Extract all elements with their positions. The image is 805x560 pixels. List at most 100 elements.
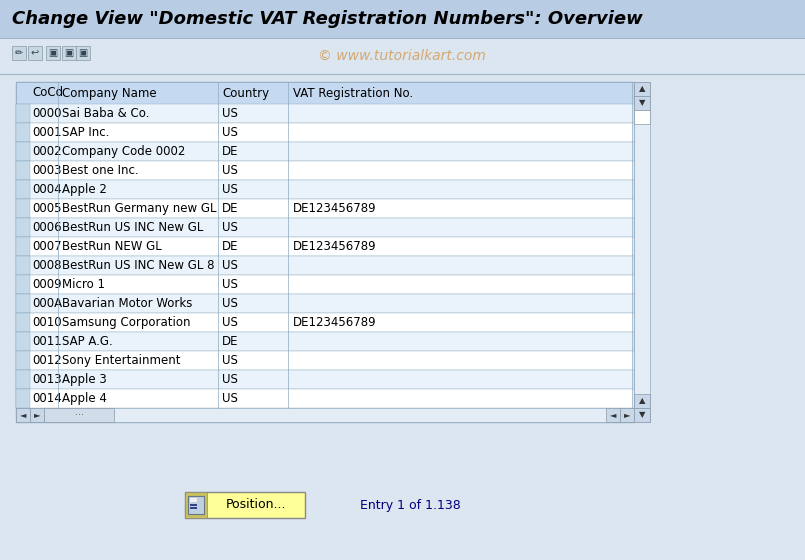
Text: 0008: 0008 [32, 259, 61, 272]
Text: DE123456789: DE123456789 [293, 316, 377, 329]
Bar [16, 237, 634, 256]
Bar [16, 389, 634, 408]
Text: Position...: Position... [225, 498, 287, 511]
Text: BestRun US INC New GL: BestRun US INC New GL [62, 221, 204, 234]
Bar [16, 161, 634, 180]
Bar [16, 370, 30, 389]
Text: VAT Registration No.: VAT Registration No. [293, 86, 413, 100]
Bar [0, 38, 805, 74]
Text: ►: ► [624, 410, 630, 419]
Text: 0014: 0014 [32, 392, 62, 405]
Bar [0, 0, 805, 38]
Text: 000A: 000A [32, 297, 62, 310]
Text: ◄: ◄ [609, 410, 617, 419]
Bar [16, 351, 30, 370]
Text: 0010: 0010 [32, 316, 62, 329]
Text: ▲: ▲ [638, 396, 646, 405]
Bar [16, 275, 30, 294]
Bar [16, 82, 634, 104]
Text: ✏: ✏ [15, 48, 23, 58]
Bar [62, 46, 76, 60]
Text: 0012: 0012 [32, 354, 62, 367]
Text: Samsung Corporation: Samsung Corporation [62, 316, 191, 329]
Text: ▲: ▲ [638, 85, 646, 94]
Bar [634, 110, 650, 124]
Bar [16, 256, 30, 275]
Text: © www.tutorialkart.com: © www.tutorialkart.com [318, 49, 486, 63]
Text: 0004: 0004 [32, 183, 62, 196]
Bar [44, 408, 114, 422]
Text: 0002: 0002 [32, 145, 62, 158]
Text: ►: ► [34, 410, 40, 419]
Text: Apple 2: Apple 2 [62, 183, 107, 196]
Bar [76, 46, 90, 60]
Text: Entry 1 of 1.138: Entry 1 of 1.138 [360, 498, 460, 511]
Text: Sony Entertainment: Sony Entertainment [62, 354, 180, 367]
Text: BestRun Germany new GL: BestRun Germany new GL [62, 202, 217, 215]
Bar [16, 123, 30, 142]
Bar [641, 92, 646, 97]
Text: SAP Inc.: SAP Inc. [62, 126, 109, 139]
Text: US: US [222, 316, 237, 329]
Bar [16, 123, 634, 142]
Text: US: US [222, 392, 237, 405]
Bar [46, 46, 60, 60]
Text: Apple 4: Apple 4 [62, 392, 107, 405]
Bar [12, 46, 26, 60]
Text: US: US [222, 354, 237, 367]
Bar [16, 82, 634, 422]
Bar [16, 294, 30, 313]
Text: US: US [222, 183, 237, 196]
Bar [16, 180, 30, 199]
Text: US: US [222, 278, 237, 291]
Bar [634, 394, 650, 408]
Bar [188, 496, 204, 514]
Bar [620, 408, 634, 422]
Bar [634, 82, 650, 96]
Bar [16, 408, 30, 422]
Bar [634, 408, 650, 422]
Bar [16, 199, 30, 218]
Bar [16, 256, 634, 275]
Bar [16, 237, 30, 256]
Text: US: US [222, 221, 237, 234]
Text: DE: DE [222, 145, 238, 158]
Bar [16, 218, 634, 237]
Text: ↩: ↩ [31, 48, 39, 58]
Bar [185, 492, 207, 518]
Bar [16, 408, 634, 422]
Text: 0007: 0007 [32, 240, 62, 253]
Text: ◄: ◄ [20, 410, 27, 419]
Text: ▼: ▼ [638, 410, 646, 419]
Bar [634, 82, 650, 422]
Text: Company Name: Company Name [62, 86, 157, 100]
Text: ▼: ▼ [638, 99, 646, 108]
Text: ···: ··· [75, 410, 84, 420]
Bar [641, 86, 646, 91]
Bar [16, 313, 634, 332]
Bar [16, 275, 634, 294]
Bar [16, 218, 30, 237]
Text: US: US [222, 259, 237, 272]
Bar [16, 142, 634, 161]
Text: US: US [222, 107, 237, 120]
Bar [190, 507, 197, 509]
Text: Bavarian Motor Works: Bavarian Motor Works [62, 297, 192, 310]
Text: 0013: 0013 [32, 373, 62, 386]
Text: 0001: 0001 [32, 126, 62, 139]
Bar [635, 86, 640, 91]
Bar [190, 498, 197, 502]
Text: BestRun NEW GL: BestRun NEW GL [62, 240, 162, 253]
Text: 0009: 0009 [32, 278, 62, 291]
Text: DE123456789: DE123456789 [293, 240, 377, 253]
Text: DE: DE [222, 240, 238, 253]
Bar [16, 332, 30, 351]
Bar [16, 313, 30, 332]
Bar [16, 351, 634, 370]
Bar [16, 370, 634, 389]
Text: 0006: 0006 [32, 221, 62, 234]
Text: SAP A.G.: SAP A.G. [62, 335, 113, 348]
Text: ▣: ▣ [64, 48, 73, 58]
Text: ▣: ▣ [48, 48, 58, 58]
Bar [16, 104, 634, 123]
